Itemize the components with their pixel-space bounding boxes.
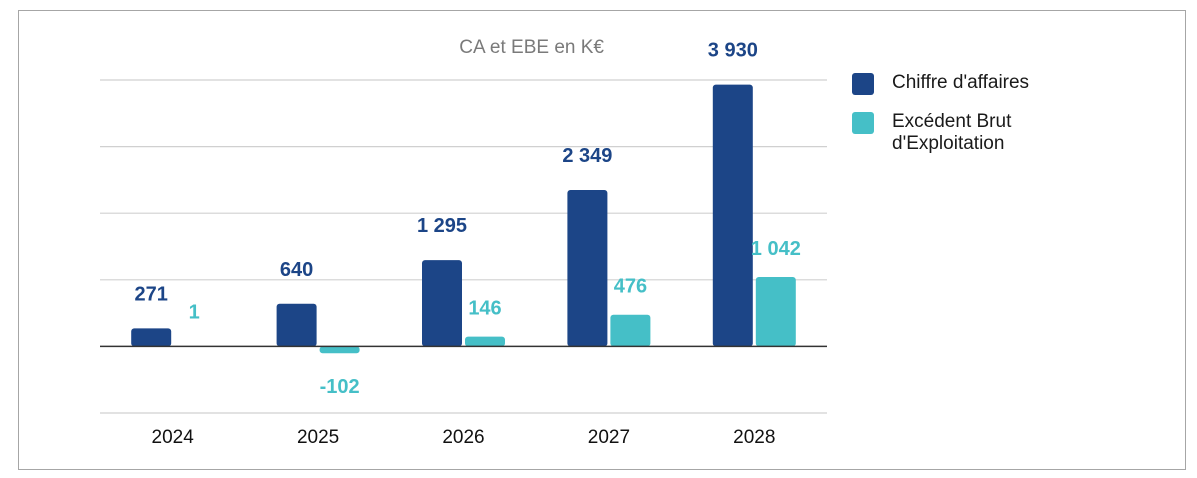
data-label-chiffre-affaires: 3 930 bbox=[708, 40, 758, 62]
x-tick-label: 2028 bbox=[733, 427, 775, 448]
x-tick-label: 2027 bbox=[588, 427, 630, 448]
x-tick-label: 2024 bbox=[152, 427, 195, 448]
chart-title: CA et EBE en K€ bbox=[459, 37, 604, 58]
legend-label-chiffre-affaires: Chiffre d'affaires bbox=[892, 72, 1030, 93]
data-label-chiffre-affaires: 271 bbox=[135, 283, 168, 305]
bar-chiffre-affaires bbox=[712, 84, 753, 347]
legend: Chiffre d'affaires Excédent Brut d'Explo… bbox=[852, 72, 1112, 171]
data-label-ebe: 476 bbox=[614, 276, 647, 298]
legend-item-ebe[interactable]: Excédent Brut d'Exploitation bbox=[852, 111, 1112, 155]
bar-ebe bbox=[465, 336, 505, 347]
bar-chiffre-affaires bbox=[422, 260, 462, 347]
bar-chiffre-affaires bbox=[567, 189, 608, 347]
data-label-ebe: 1 042 bbox=[751, 238, 801, 260]
data-label-ebe: 146 bbox=[468, 298, 501, 320]
data-label-ebe: 1 bbox=[189, 301, 200, 323]
bar-chiffre-affaires bbox=[276, 303, 317, 347]
x-tick-label: 2025 bbox=[297, 427, 339, 448]
legend-swatch-ebe bbox=[852, 112, 874, 134]
legend-label-ebe: Excédent Brut d'Exploitation bbox=[892, 111, 1012, 154]
bar-chiffre-affaires bbox=[131, 328, 172, 347]
data-label-chiffre-affaires: 2 349 bbox=[562, 145, 612, 167]
data-label-ebe: -102 bbox=[320, 376, 360, 398]
bar-ebe bbox=[319, 346, 360, 354]
bar-ebe bbox=[610, 314, 651, 347]
data-label-chiffre-affaires: 640 bbox=[280, 259, 313, 281]
legend-swatch-chiffre-affaires bbox=[852, 73, 874, 95]
data-label-chiffre-affaires: 1 295 bbox=[417, 215, 467, 237]
bar-ebe bbox=[755, 277, 796, 347]
legend-item-chiffre-affaires[interactable]: Chiffre d'affaires bbox=[852, 72, 1112, 95]
x-tick-label: 2026 bbox=[442, 427, 484, 448]
